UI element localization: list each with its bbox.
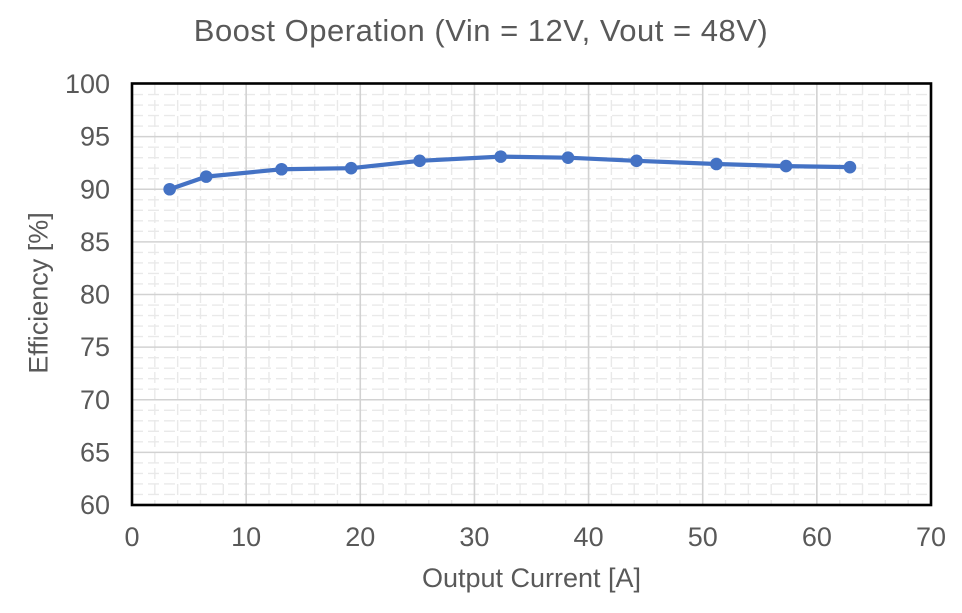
data-point-marker (344, 161, 358, 175)
data-point-marker (199, 170, 213, 183)
data-point-marker (275, 162, 288, 176)
data-point-marker (163, 182, 176, 196)
x-tick-labels: 0 10 20 30 40 50 60 70 (124, 522, 946, 552)
data-point-marker (630, 154, 643, 168)
y-tick-label: 85 (80, 227, 110, 257)
y-tick-labels: 60 65 70 75 80 85 90 95 100 (65, 69, 110, 520)
y-tick-label: 90 (80, 174, 110, 204)
x-tick-label: 20 (345, 522, 375, 552)
data-point-marker (494, 150, 507, 163)
chart-title: Boost Operation (Vin = 12V, Vout = 48V) (193, 13, 769, 48)
y-tick-label: 80 (80, 280, 110, 310)
efficiency-series (163, 150, 857, 196)
x-tick-label: 40 (574, 522, 604, 552)
data-point-marker (561, 151, 575, 164)
plot-border (130, 82, 933, 507)
x-tick-label: 60 (802, 522, 832, 552)
y-tick-label: 100 (65, 69, 110, 99)
y-tick-label: 95 (80, 122, 110, 152)
y-axis-title: Efficiency [%] (23, 212, 54, 374)
x-tick-label: 50 (688, 522, 718, 552)
y-tick-label: 60 (80, 490, 110, 520)
x-tick-label: 0 (124, 522, 139, 552)
y-tick-label: 65 (80, 437, 110, 467)
y-tick-label: 70 (80, 385, 110, 415)
data-point-marker (413, 154, 426, 168)
x-tick-label: 30 (459, 522, 489, 552)
x-axis-title: Output Current [A] (421, 563, 642, 593)
x-tick-label: 10 (231, 522, 261, 552)
data-point-marker (710, 157, 723, 171)
data-point-marker (843, 160, 857, 174)
y-tick-label: 75 (80, 332, 110, 362)
x-tick-label: 70 (916, 522, 946, 552)
major-gridlines (132, 84, 931, 505)
data-point-marker (779, 159, 793, 173)
